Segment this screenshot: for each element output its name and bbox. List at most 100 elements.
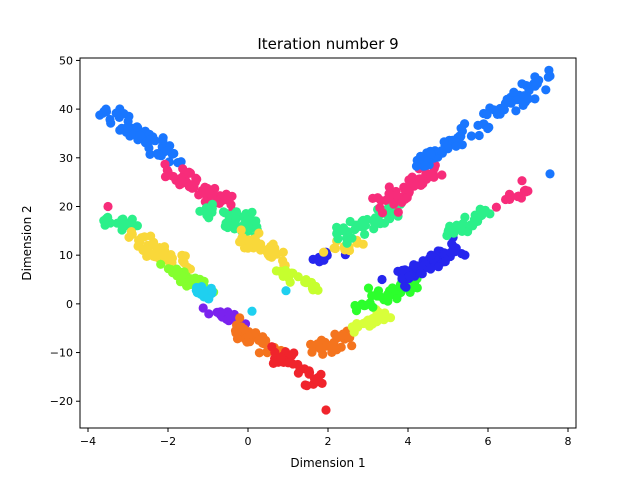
data-point: [447, 239, 457, 249]
data-point: [442, 230, 452, 241]
data-point: [195, 274, 205, 284]
data-point: [306, 339, 316, 349]
data-point: [480, 205, 490, 215]
data-point: [402, 193, 412, 203]
data-point: [545, 169, 555, 179]
data-point: [473, 120, 483, 130]
x-tick-label: −4: [80, 435, 96, 448]
y-tick-label: 0: [66, 298, 73, 311]
data-point: [251, 216, 261, 226]
data-point: [162, 146, 172, 156]
data-point: [281, 286, 291, 296]
data-point: [363, 283, 374, 293]
data-point: [177, 176, 187, 186]
data-point: [308, 254, 318, 264]
data-point: [293, 272, 303, 282]
data-point: [215, 309, 225, 319]
data-point: [517, 79, 527, 89]
data-point: [426, 149, 436, 159]
data-point: [243, 243, 253, 253]
data-point: [275, 266, 285, 276]
y-tick-label: 50: [59, 54, 73, 67]
data-point: [332, 228, 342, 239]
data-point: [319, 247, 329, 257]
data-point: [352, 319, 362, 329]
data-point: [153, 244, 163, 254]
data-point: [360, 220, 371, 230]
data-point: [308, 282, 318, 292]
y-tick-label: 40: [59, 103, 73, 116]
data-point: [428, 172, 438, 182]
data-point: [153, 150, 164, 160]
data-point: [511, 106, 521, 116]
data-point: [237, 234, 247, 244]
data-point: [426, 250, 436, 260]
data-point: [350, 300, 360, 311]
data-point: [374, 291, 385, 301]
data-point: [316, 344, 326, 354]
data-point: [117, 225, 127, 235]
data-point: [439, 137, 449, 147]
data-point: [295, 364, 305, 374]
data-point: [203, 206, 213, 216]
data-point: [158, 133, 168, 143]
data-point: [420, 161, 430, 171]
x-axis-ticks: −4 −2 0 2 4 6 8: [80, 428, 572, 448]
data-point: [531, 78, 541, 88]
y-tick-label: −20: [50, 395, 73, 408]
data-point: [99, 216, 109, 226]
data-point: [178, 250, 188, 261]
data-point: [317, 378, 327, 388]
data-point: [191, 282, 202, 293]
x-tick-label: 8: [565, 435, 572, 448]
data-point: [509, 87, 519, 97]
data-point: [541, 85, 551, 95]
data-point: [255, 245, 266, 255]
data-point: [310, 374, 320, 384]
data-point: [345, 216, 355, 227]
data-point: [160, 172, 171, 182]
data-point: [404, 271, 414, 281]
data-point: [204, 185, 214, 195]
data-point: [287, 351, 297, 361]
data-point: [321, 405, 331, 415]
data-point: [450, 247, 460, 257]
data-point: [502, 94, 512, 104]
data-point: [412, 283, 422, 293]
data-point: [437, 170, 447, 180]
x-tick-label: 0: [245, 435, 252, 448]
data-point: [416, 268, 426, 278]
x-tick-label: 6: [485, 435, 492, 448]
data-point: [239, 324, 249, 334]
data-point: [393, 207, 403, 217]
data-point: [350, 224, 360, 235]
data-point: [247, 207, 257, 217]
data-point: [375, 203, 385, 213]
data-point: [198, 303, 208, 313]
data-point: [367, 291, 377, 301]
data-point: [338, 330, 348, 340]
data-point: [145, 149, 155, 159]
data-point: [132, 122, 142, 132]
data-point: [231, 214, 241, 224]
data-point: [172, 266, 183, 276]
data-point: [139, 232, 150, 242]
y-axis-ticks: −20 −10 0 10 20 30 40 50: [50, 54, 80, 408]
data-point: [474, 130, 484, 141]
data-point: [288, 359, 298, 369]
data-point: [392, 294, 402, 304]
data-point: [389, 199, 399, 209]
data-point: [254, 348, 264, 358]
data-point: [156, 259, 166, 269]
data-point: [278, 247, 288, 257]
data-point: [404, 175, 414, 185]
data-point: [145, 134, 155, 145]
data-point: [513, 191, 523, 202]
data-point: [489, 105, 499, 115]
data-point: [466, 220, 476, 230]
data-point: [330, 329, 340, 339]
data-point: [135, 130, 145, 141]
chart-title: Iteration number 9: [257, 35, 398, 53]
data-point: [369, 314, 379, 324]
